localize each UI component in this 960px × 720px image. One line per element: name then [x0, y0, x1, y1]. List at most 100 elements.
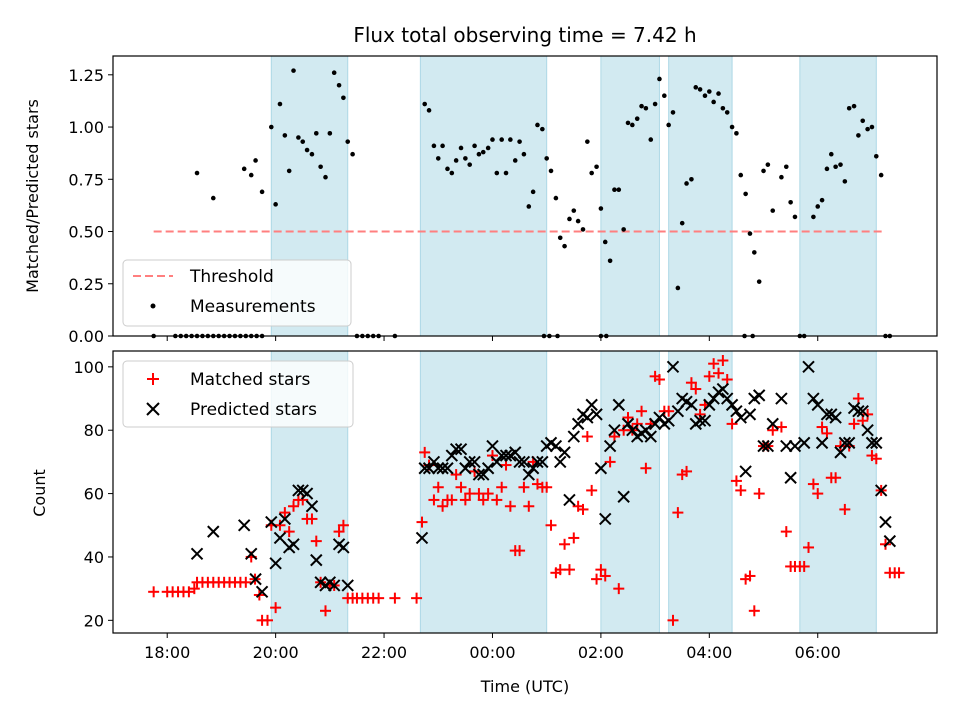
measurement-point — [878, 172, 884, 178]
measurement-point — [540, 126, 545, 132]
matched-star-point — [690, 383, 702, 395]
matched-star-point — [726, 418, 738, 430]
top-y-tick-label: 0.50 — [68, 223, 104, 242]
predicted-star-point — [838, 436, 852, 450]
measurement-point — [738, 172, 744, 178]
predicted-star-point — [743, 408, 757, 421]
measurement-point — [485, 145, 491, 151]
matched-star-point — [554, 564, 566, 576]
matched-star-point — [577, 503, 589, 515]
measurement-point — [828, 151, 834, 157]
measurement-point — [811, 214, 816, 220]
top-y-tick-label: 0.25 — [68, 275, 104, 294]
measurement-point — [585, 139, 590, 144]
measurement-point — [463, 156, 468, 161]
predicted-star-point — [273, 531, 287, 545]
measurement-point — [711, 99, 716, 105]
matched-star-point — [581, 431, 593, 443]
measurement-point — [684, 181, 689, 186]
measurement-point — [729, 124, 735, 130]
matched-star-point — [862, 408, 874, 420]
measurement-point — [743, 191, 748, 197]
matched-star-point — [411, 592, 423, 604]
measurement-point — [670, 110, 676, 115]
measurement-point — [598, 206, 604, 211]
predicted-star-point — [522, 468, 536, 481]
matched-star-point — [748, 605, 760, 617]
measurement-point — [792, 214, 798, 220]
measurement-point — [431, 143, 437, 149]
bottom-panel: Count Time (UTC) 20 40 60 80 100 18:00 20:00 2… — [30, 350, 938, 696]
matched-star-point — [807, 478, 819, 490]
matched-star-point — [288, 500, 300, 512]
measurement-point — [472, 143, 477, 149]
measurement-point — [824, 166, 830, 172]
matched-star-point — [667, 614, 679, 626]
measurement-point — [508, 137, 513, 142]
predicted-star-point — [585, 398, 598, 412]
top-x-ticks — [166, 336, 819, 341]
measurement-point — [341, 95, 346, 101]
measurement-point — [286, 168, 292, 174]
measurement-point — [517, 139, 522, 144]
predicted-legend-swatch — [146, 402, 160, 416]
measurement-point — [602, 239, 608, 245]
predicted-star-point — [811, 398, 824, 412]
measurement-point — [580, 227, 586, 232]
predicted-star-point — [269, 557, 282, 570]
matched-star-point — [717, 355, 729, 367]
measurement-point — [291, 68, 296, 73]
matched-star-point — [545, 519, 557, 531]
matched-star-point — [333, 526, 345, 538]
predicted-star-point — [626, 424, 639, 437]
bottom-shaded-interval — [419, 350, 548, 634]
matched-legend-label: Matched stars — [190, 370, 310, 390]
measurement-point — [253, 158, 258, 163]
measurement-point — [435, 156, 441, 161]
matched-star-point — [568, 532, 580, 544]
matched-star-point — [653, 374, 665, 386]
matched-star-point — [455, 481, 467, 493]
matched-star-point — [730, 475, 742, 487]
matched-star-point — [274, 519, 286, 531]
measurement-point — [449, 170, 455, 176]
bottom-shaded-interval — [668, 350, 733, 634]
matched-star-point — [486, 450, 498, 462]
measurement-point — [512, 158, 518, 163]
matched-star-point — [870, 453, 882, 465]
predicted-star-point — [707, 392, 720, 405]
matched-star-point — [437, 500, 449, 512]
bottom-x-tick-label: 20:00 — [253, 643, 299, 662]
predicted-star-point — [463, 455, 476, 469]
matched-star-point — [681, 465, 693, 477]
matched-star-point — [640, 462, 652, 474]
measurement-point — [304, 147, 310, 153]
predicted-star-point — [820, 408, 834, 421]
predicted-star-point — [207, 525, 220, 538]
predicted-star-point — [662, 414, 675, 427]
predicted-star-point — [761, 439, 775, 453]
predicted-star-point — [567, 430, 580, 443]
matched-star-point — [491, 494, 503, 506]
bottom-shaded-interval — [600, 350, 660, 634]
measurement-point — [467, 162, 473, 167]
measurement-point — [652, 101, 658, 107]
predicted-star-point — [842, 436, 856, 450]
bottom-y-tick-label: 60 — [84, 485, 104, 504]
predicted-star-point — [608, 424, 621, 437]
measurement-point — [815, 204, 821, 209]
matched-star-point — [446, 494, 458, 506]
bottom-legend: Matched stars Predicted stars — [122, 360, 354, 428]
predicted-star-point — [752, 389, 766, 402]
measurement-point — [422, 101, 428, 107]
measurement-point — [860, 118, 866, 124]
matched-star-point — [419, 446, 431, 458]
matched-star-point — [337, 519, 349, 531]
matched-star-point — [694, 408, 706, 420]
predicted-star-point — [788, 439, 802, 453]
predicted-star-point — [418, 462, 431, 475]
bottom-y-tick-label: 100 — [73, 358, 104, 377]
threshold-legend-label: Threshold — [189, 267, 274, 287]
matched-star-point — [473, 488, 485, 500]
